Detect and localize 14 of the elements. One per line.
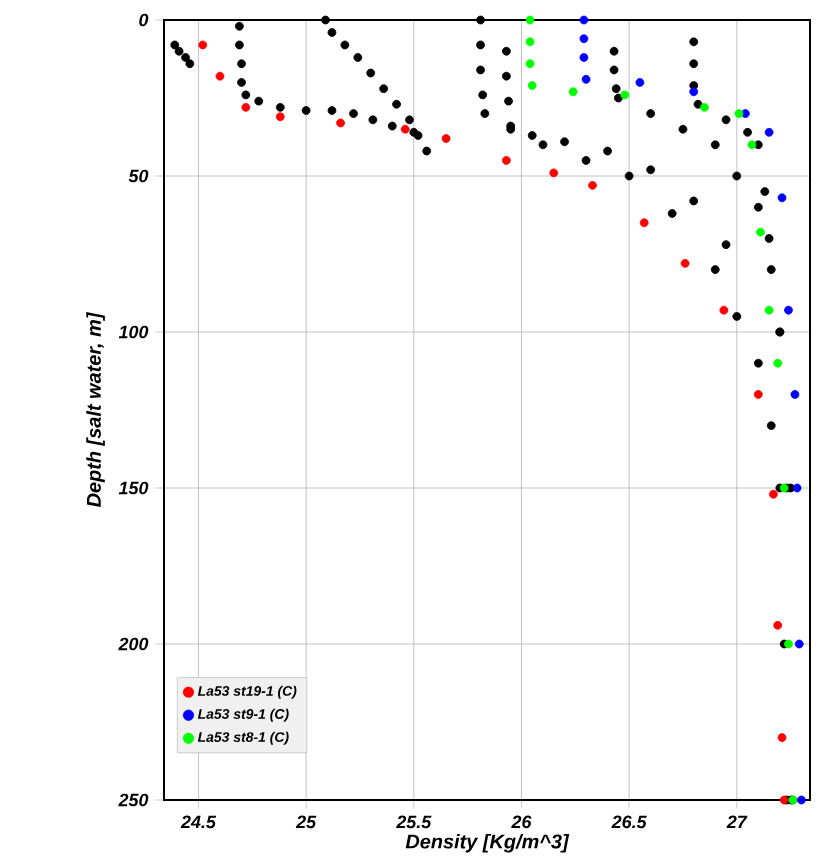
x-tick-label: 27 (726, 815, 748, 829)
x-tick-label: 26 (511, 815, 532, 829)
y-axis-title: Depth [salt water, m] (86, 312, 105, 508)
y-tick-label: 250 (118, 793, 149, 807)
y-tick-label: 200 (118, 637, 149, 651)
x-tick-label: 24.5 (180, 815, 217, 829)
y-tick-label: 150 (118, 481, 149, 495)
y-tick-label: 0 (139, 13, 149, 27)
x-axis-title: Density [Kg/m^3] (405, 833, 570, 853)
x-tick-label: 25 (295, 815, 317, 829)
y-tick-label: 50 (128, 169, 149, 183)
x-tick-label: 25.5 (396, 815, 432, 829)
x-tick-label: 26.5 (611, 815, 647, 829)
y-tick-label: 100 (118, 325, 149, 339)
